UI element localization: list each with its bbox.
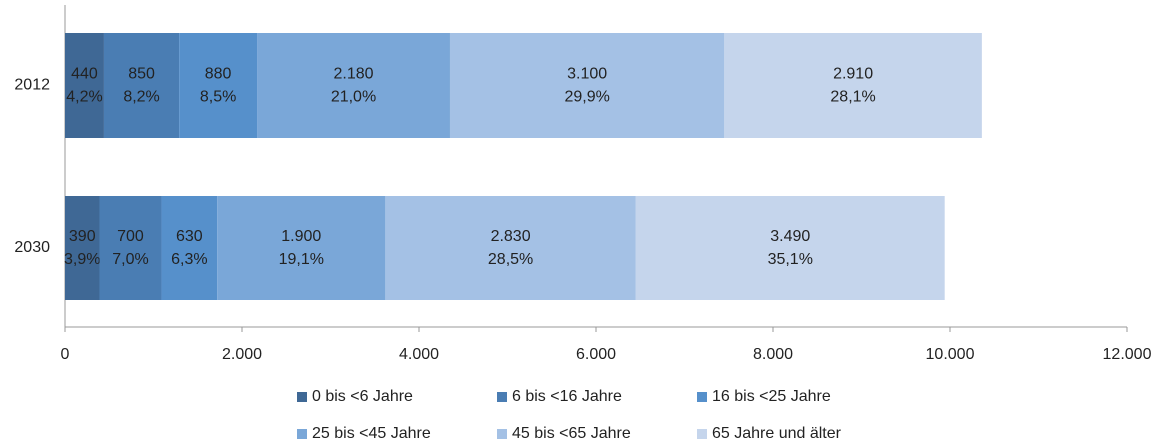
legend-label: 0 bis <6 Jahre <box>312 388 413 405</box>
share-label: 3,9% <box>64 251 100 268</box>
x-tick-label: 12.000 <box>1103 346 1152 363</box>
share-label: 21,0% <box>331 89 376 106</box>
value-label: 700 <box>117 228 144 245</box>
bar-segment <box>103 33 180 138</box>
x-tick-label: 8.000 <box>753 346 793 363</box>
bar-segment <box>65 196 100 300</box>
x-tick-label: 6.000 <box>576 346 616 363</box>
bar-segment <box>257 33 450 138</box>
x-tick-label: 2.000 <box>222 346 262 363</box>
bar-segment <box>449 33 725 138</box>
bar-segment <box>385 196 636 300</box>
value-label: 3.490 <box>770 228 810 245</box>
value-label: 630 <box>176 228 203 245</box>
legend-swatch <box>297 429 307 439</box>
legend-swatch <box>297 392 307 402</box>
share-label: 8,2% <box>123 89 159 106</box>
bar-segment <box>179 33 258 138</box>
bar-segment <box>635 196 945 300</box>
legend-label: 16 bis <25 Jahre <box>712 388 831 405</box>
value-label: 2.830 <box>491 228 531 245</box>
legend-swatch <box>697 429 707 439</box>
value-label: 390 <box>69 228 96 245</box>
y-tick-label: 2012 <box>14 77 50 94</box>
legend-label: 6 bis <16 Jahre <box>512 388 622 405</box>
legend-label: 25 bis <45 Jahre <box>312 425 431 442</box>
bar-segment <box>217 196 386 300</box>
share-label: 19,1% <box>279 251 324 268</box>
legend-swatch <box>497 392 507 402</box>
share-label: 7,0% <box>112 251 148 268</box>
value-label: 440 <box>71 66 98 83</box>
legend-swatch <box>697 392 707 402</box>
bar-segment <box>724 33 982 138</box>
share-label: 6,3% <box>171 251 207 268</box>
x-tick-label: 10.000 <box>926 346 975 363</box>
value-label: 1.900 <box>281 228 321 245</box>
value-label: 2.910 <box>833 66 873 83</box>
x-tick-label: 4.000 <box>399 346 439 363</box>
share-label: 4,2% <box>66 89 102 106</box>
x-tick-label: 0 <box>61 346 70 363</box>
value-label: 3.100 <box>567 66 607 83</box>
value-label: 850 <box>128 66 155 83</box>
bar-segment <box>65 33 104 138</box>
legend-label: 65 Jahre und älter <box>712 425 842 442</box>
bar-segment <box>99 196 162 300</box>
share-label: 28,1% <box>830 89 875 106</box>
y-tick-label: 2030 <box>14 239 50 256</box>
share-label: 28,5% <box>488 251 533 268</box>
value-label: 880 <box>205 66 232 83</box>
share-label: 35,1% <box>768 251 813 268</box>
legend-swatch <box>497 429 507 439</box>
value-label: 2.180 <box>333 66 373 83</box>
legend-label: 45 bis <65 Jahre <box>512 425 631 442</box>
bar-segment <box>161 196 218 300</box>
share-label: 8,5% <box>200 89 236 106</box>
share-label: 29,9% <box>564 89 609 106</box>
